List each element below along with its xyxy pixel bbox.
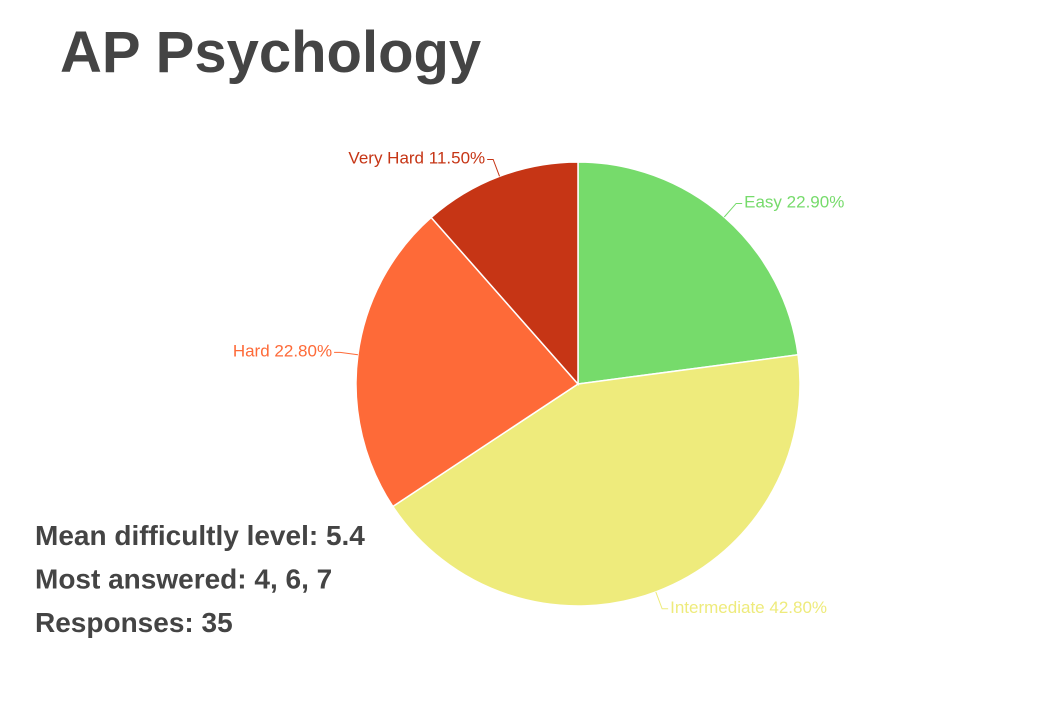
labels: Easy 22.90% Intermediate 42.80% Hard 22.80… (233, 149, 845, 617)
leader-line (487, 158, 500, 177)
category-label: Very Hard (348, 149, 424, 168)
value-label: 22.80% (274, 342, 332, 361)
data-label: Easy 22.90% (744, 193, 844, 212)
leader-line (723, 202, 743, 218)
category-label: Hard (233, 342, 270, 361)
data-label: Hard 22.80% (233, 342, 332, 361)
leader-line (655, 591, 669, 610)
data-label: Intermediate 42.80% (670, 598, 827, 617)
value-label: 42.80% (769, 598, 827, 617)
stat-text: Responses: 35 (35, 607, 233, 638)
pie-slice (430, 161, 579, 386)
value-label: 11.50% (429, 149, 485, 168)
data-label: Very Hard 11.50% (348, 149, 485, 168)
stat-text: Mean difficultly level: 5.4 (35, 520, 365, 551)
chart-title: AP Psychology (60, 20, 481, 85)
pie-slice (391, 353, 801, 607)
category-label: Intermediate (670, 598, 765, 617)
pie-slice (577, 161, 799, 385)
pie (355, 161, 801, 607)
leader-line (334, 351, 358, 356)
category-label: Easy (744, 193, 782, 212)
stat-text: Most answered: 4, 6, 7 (35, 564, 332, 595)
pie-slice (355, 216, 580, 508)
value-label: 22.90% (787, 193, 845, 212)
